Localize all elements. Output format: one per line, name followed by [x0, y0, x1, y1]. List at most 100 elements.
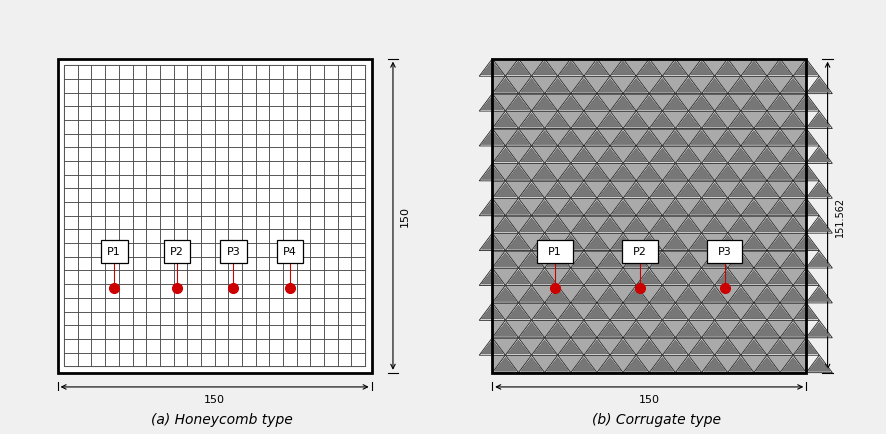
Polygon shape — [690, 132, 711, 145]
Bar — [146, 107, 159, 121]
Polygon shape — [807, 218, 829, 232]
Bar — [310, 326, 323, 339]
Polygon shape — [546, 114, 568, 128]
Bar — [214, 312, 228, 326]
Bar — [283, 107, 297, 121]
Bar — [269, 230, 283, 243]
Bar — [174, 175, 187, 189]
Bar — [174, 189, 187, 203]
Bar — [214, 107, 228, 121]
Bar — [214, 353, 228, 366]
Polygon shape — [755, 79, 777, 93]
Polygon shape — [478, 338, 505, 355]
Polygon shape — [570, 321, 596, 338]
Polygon shape — [518, 355, 544, 373]
Bar — [91, 66, 105, 80]
Polygon shape — [677, 114, 699, 128]
Polygon shape — [478, 303, 505, 321]
Bar — [214, 148, 228, 161]
Bar — [187, 175, 201, 189]
Bar — [187, 134, 201, 148]
Bar — [78, 353, 91, 366]
Bar — [269, 243, 283, 257]
Bar — [323, 339, 338, 353]
Bar — [242, 243, 255, 257]
Polygon shape — [598, 184, 620, 197]
Polygon shape — [583, 268, 610, 286]
Bar — [242, 284, 255, 298]
Bar — [297, 107, 310, 121]
Bar — [58, 59, 371, 373]
Bar — [255, 121, 269, 134]
Polygon shape — [781, 79, 804, 93]
Bar — [338, 271, 351, 284]
Polygon shape — [557, 59, 583, 77]
Bar — [201, 189, 214, 203]
Bar — [323, 93, 338, 107]
Bar — [297, 121, 310, 134]
Bar — [338, 257, 351, 271]
Polygon shape — [544, 321, 570, 338]
Bar — [91, 161, 105, 175]
Polygon shape — [596, 77, 622, 95]
Polygon shape — [570, 216, 596, 233]
Polygon shape — [518, 216, 544, 233]
Polygon shape — [795, 62, 816, 76]
Polygon shape — [807, 323, 829, 337]
Polygon shape — [677, 288, 699, 302]
Polygon shape — [481, 132, 502, 145]
Bar — [187, 298, 201, 312]
Polygon shape — [742, 270, 764, 284]
Polygon shape — [664, 62, 686, 76]
Polygon shape — [662, 164, 688, 181]
Polygon shape — [611, 270, 633, 284]
Bar — [323, 148, 338, 161]
Polygon shape — [807, 184, 829, 197]
Bar — [174, 230, 187, 243]
Bar — [351, 148, 365, 161]
Polygon shape — [638, 96, 659, 110]
Polygon shape — [688, 199, 714, 216]
Polygon shape — [507, 305, 529, 319]
Bar — [242, 80, 255, 93]
Bar — [255, 107, 269, 121]
Bar — [351, 339, 365, 353]
Bar — [276, 240, 303, 263]
Bar — [146, 121, 159, 134]
Bar — [78, 326, 91, 339]
Bar — [214, 80, 228, 93]
Polygon shape — [583, 338, 610, 355]
Bar — [91, 326, 105, 339]
Polygon shape — [650, 253, 672, 267]
Bar — [119, 230, 132, 243]
Polygon shape — [674, 147, 701, 164]
Bar — [105, 312, 119, 326]
Bar — [297, 161, 310, 175]
Bar — [297, 93, 310, 107]
Text: P2: P2 — [633, 247, 646, 256]
Bar — [242, 66, 255, 80]
Polygon shape — [518, 147, 544, 164]
Bar — [492, 268, 805, 286]
Polygon shape — [727, 147, 753, 164]
Bar — [187, 189, 201, 203]
Bar — [214, 271, 228, 284]
Polygon shape — [649, 77, 674, 95]
Polygon shape — [533, 201, 555, 215]
Polygon shape — [583, 129, 610, 147]
Polygon shape — [650, 184, 672, 197]
Bar — [351, 298, 365, 312]
Bar — [174, 134, 187, 148]
Bar — [269, 353, 283, 366]
Polygon shape — [520, 253, 542, 267]
Polygon shape — [507, 236, 529, 250]
Bar — [283, 148, 297, 161]
Bar — [174, 298, 187, 312]
Bar — [283, 175, 297, 189]
Bar — [283, 353, 297, 366]
Bar — [351, 189, 365, 203]
Polygon shape — [557, 338, 583, 355]
Bar — [119, 134, 132, 148]
Bar — [283, 284, 297, 298]
Bar — [351, 66, 365, 80]
